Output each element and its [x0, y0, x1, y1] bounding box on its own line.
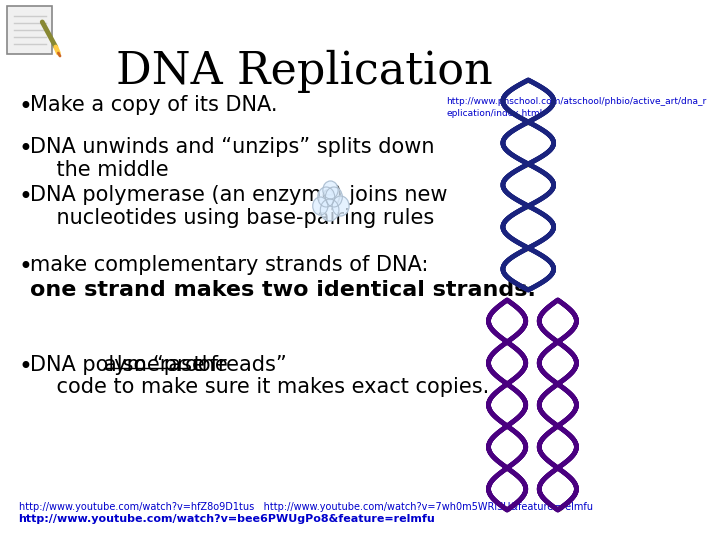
Text: •: • [19, 137, 32, 161]
Text: make complementary strands of DNA:: make complementary strands of DNA: [30, 255, 429, 275]
Text: •: • [19, 95, 32, 119]
FancyBboxPatch shape [6, 6, 53, 54]
Circle shape [325, 187, 342, 207]
Circle shape [312, 197, 328, 215]
Text: one strand makes two identical strands.: one strand makes two identical strands. [30, 280, 536, 300]
Text: •: • [19, 255, 32, 279]
Circle shape [320, 199, 339, 221]
Text: DNA polymerase: DNA polymerase [30, 355, 212, 375]
Text: DNA Replication: DNA Replication [116, 50, 492, 93]
Circle shape [332, 196, 349, 216]
Text: code to make sure it makes exact copies.: code to make sure it makes exact copies. [30, 377, 490, 397]
Text: Make a copy of its DNA.: Make a copy of its DNA. [30, 95, 278, 115]
Circle shape [323, 181, 338, 199]
Circle shape [318, 187, 335, 207]
Text: DNA unwinds and “unzips” splits down
    the middle: DNA unwinds and “unzips” splits down the… [30, 137, 435, 180]
Text: http://www.youtube.com/watch?v=hfZ8o9D1tus   http://www.youtube.com/watch?v=7wh0: http://www.youtube.com/watch?v=hfZ8o9D1t… [19, 502, 593, 512]
Text: •: • [19, 355, 32, 379]
Text: •: • [19, 185, 32, 209]
Text: also “proofreads”: also “proofreads” [104, 355, 287, 375]
Text: DNA polymerase (an enzyme) joins new
    nucleotides using base-pairing rules: DNA polymerase (an enzyme) joins new nuc… [30, 185, 448, 228]
Text: http://www.phschool.com/atschool/phbio/active_art/dna_r
eplication/index.html: http://www.phschool.com/atschool/phbio/a… [446, 97, 706, 118]
Text: the: the [186, 355, 228, 375]
Text: http://www.youtube.com/watch?v=bee6PWUgPo8&feature=relmfu: http://www.youtube.com/watch?v=bee6PWUgP… [19, 514, 436, 524]
